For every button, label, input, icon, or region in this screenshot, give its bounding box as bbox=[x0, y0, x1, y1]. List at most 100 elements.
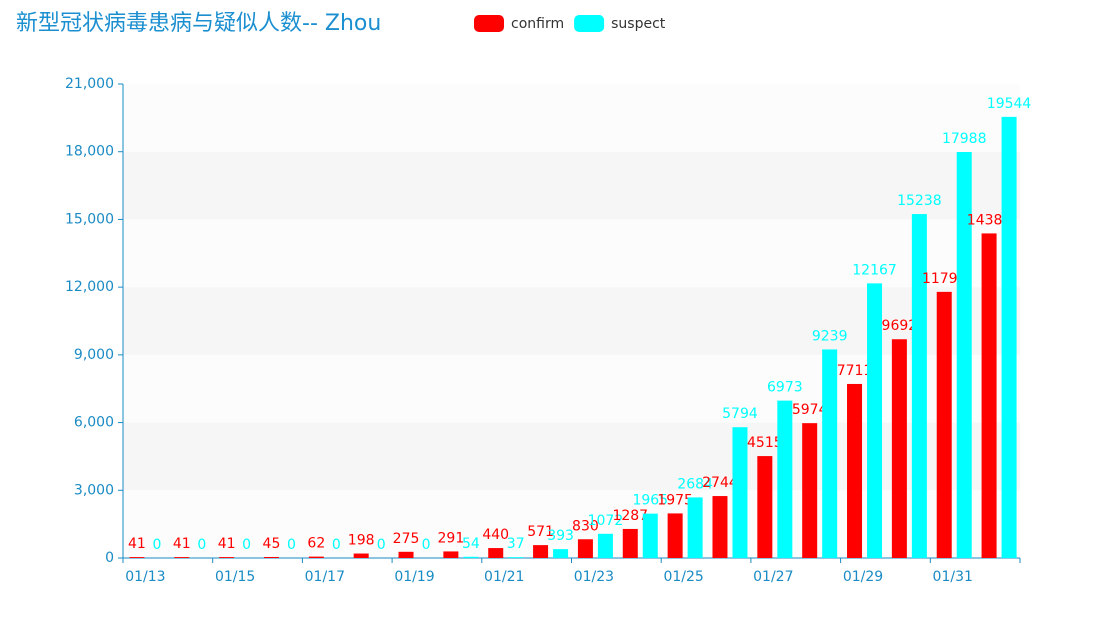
value-label: 440 bbox=[482, 527, 509, 543]
bar bbox=[911, 214, 927, 558]
value-label: 6973 bbox=[767, 380, 803, 396]
value-label: 9239 bbox=[812, 328, 848, 344]
value-label: 41 bbox=[218, 536, 236, 552]
bar bbox=[622, 528, 638, 558]
value-label: 1072 bbox=[588, 513, 624, 529]
bar bbox=[981, 233, 997, 558]
bar bbox=[597, 533, 613, 558]
y-tick-label: 6,000 bbox=[74, 415, 114, 431]
value-label: 45 bbox=[263, 536, 281, 552]
value-label: 198 bbox=[348, 533, 375, 549]
value-label: 2744 bbox=[702, 475, 738, 491]
x-tick-label: 01/19 bbox=[394, 569, 434, 585]
x-tick-label: 01/15 bbox=[215, 569, 255, 585]
bar bbox=[891, 339, 907, 558]
bar bbox=[822, 349, 838, 558]
value-label: 0 bbox=[152, 537, 161, 553]
bar bbox=[308, 556, 324, 558]
value-label: 0 bbox=[242, 537, 251, 553]
x-tick-label: 01/29 bbox=[843, 569, 883, 585]
value-label: 14380 bbox=[967, 212, 1012, 228]
bar bbox=[732, 427, 748, 558]
value-label: 4515 bbox=[747, 435, 783, 451]
split-area bbox=[123, 151, 1020, 220]
value-label: 19544 bbox=[987, 96, 1032, 112]
x-tick-label: 01/21 bbox=[484, 569, 524, 585]
value-label: 0 bbox=[287, 537, 296, 553]
bar bbox=[956, 151, 972, 558]
y-tick-label: 0 bbox=[105, 550, 114, 566]
y-tick-label: 21,000 bbox=[65, 76, 114, 92]
y-tick-label: 3,000 bbox=[74, 482, 114, 498]
value-label: 7711 bbox=[837, 363, 873, 379]
x-tick-label: 01/25 bbox=[663, 569, 703, 585]
bar bbox=[577, 539, 593, 558]
x-tick-label: 01/27 bbox=[753, 569, 793, 585]
value-label: 0 bbox=[197, 537, 206, 553]
bar bbox=[777, 400, 793, 558]
x-tick-label: 01/17 bbox=[305, 569, 345, 585]
value-label: 1965 bbox=[632, 493, 668, 509]
bar bbox=[219, 557, 235, 558]
value-label: 37 bbox=[507, 536, 525, 552]
value-label: 54 bbox=[462, 536, 480, 552]
bar bbox=[847, 383, 863, 558]
x-tick-label: 01/23 bbox=[574, 569, 614, 585]
bar bbox=[667, 513, 683, 558]
legend-label: suspect bbox=[611, 16, 666, 32]
bar bbox=[533, 545, 549, 558]
legend-label: confirm bbox=[511, 16, 564, 32]
bar bbox=[463, 556, 479, 558]
bar bbox=[174, 557, 190, 558]
value-label: 5974 bbox=[792, 402, 828, 418]
value-label: 11791 bbox=[922, 271, 967, 287]
value-label: 0 bbox=[377, 537, 386, 553]
value-label: 41 bbox=[128, 536, 146, 552]
split-area bbox=[123, 422, 1020, 491]
x-tick-label: 01/31 bbox=[933, 569, 973, 585]
value-label: 2684 bbox=[677, 476, 713, 492]
value-label: 17988 bbox=[942, 131, 987, 147]
value-label: 0 bbox=[332, 537, 341, 553]
value-label: 62 bbox=[307, 536, 325, 552]
y-tick-label: 9,000 bbox=[74, 347, 114, 363]
bar bbox=[867, 283, 883, 558]
value-label: 0 bbox=[422, 537, 431, 553]
split-area bbox=[123, 354, 1020, 423]
value-label: 15238 bbox=[897, 193, 942, 209]
value-label: 1287 bbox=[612, 508, 648, 524]
bar bbox=[687, 497, 703, 558]
split-area bbox=[123, 84, 1020, 152]
bar bbox=[802, 423, 818, 558]
value-label: 830 bbox=[572, 518, 599, 534]
value-label: 12167 bbox=[852, 262, 897, 278]
bar bbox=[712, 496, 728, 558]
bar bbox=[443, 551, 459, 558]
bar bbox=[642, 513, 658, 558]
bar bbox=[398, 551, 414, 558]
split-area bbox=[123, 219, 1020, 288]
bar bbox=[1001, 116, 1017, 558]
y-tick-label: 15,000 bbox=[65, 211, 114, 227]
bar bbox=[129, 557, 145, 558]
bar bbox=[508, 557, 524, 558]
value-label: 571 bbox=[527, 524, 554, 540]
legend-swatch bbox=[574, 15, 605, 32]
bar bbox=[553, 549, 569, 558]
value-label: 9692 bbox=[882, 318, 918, 334]
bar bbox=[353, 553, 369, 558]
bar bbox=[263, 556, 279, 558]
x-tick-label: 01/13 bbox=[125, 569, 165, 585]
value-label: 1975 bbox=[657, 492, 693, 508]
value-label: 5794 bbox=[722, 406, 758, 422]
legend-swatch bbox=[474, 15, 504, 32]
bar bbox=[488, 548, 504, 558]
bar bbox=[936, 291, 952, 558]
chart-title: 新型冠状病毒患病与疑似人数-- Zhou bbox=[16, 11, 381, 36]
bar bbox=[757, 456, 773, 558]
y-tick-label: 12,000 bbox=[65, 279, 114, 295]
y-tick-label: 18,000 bbox=[65, 144, 114, 160]
value-label: 291 bbox=[438, 530, 465, 546]
value-label: 275 bbox=[393, 531, 420, 547]
